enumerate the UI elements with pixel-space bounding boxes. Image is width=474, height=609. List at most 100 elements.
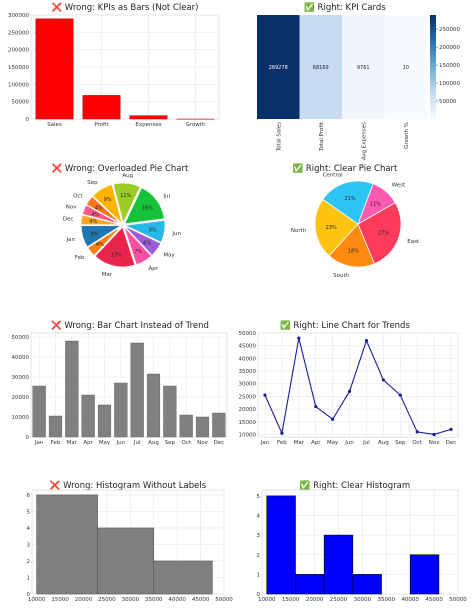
chart-kpi-bars: ❌ Wrong: KPIs as Bars (Not Clear) Sales Pr… [8, 2, 220, 128]
pie-slice [85, 195, 122, 225]
slice-label: Oct [73, 194, 83, 200]
x-tick-label: Sep [395, 440, 406, 446]
x-tick-label: Oct [412, 440, 422, 446]
cell-value-label: 289278 [269, 65, 288, 71]
histogram-bar [295, 574, 325, 595]
x-tick-label: Feb [277, 440, 287, 446]
chart-pie-wrong-title: ❌ Wrong: Overloaded Pie Chart [52, 163, 189, 174]
y-tick-label: 0 [26, 435, 30, 441]
y-tick-label: 50000 [12, 100, 30, 106]
x-tick-label: Jul [362, 440, 370, 446]
y-tick-label: 4 [27, 526, 31, 532]
x-tick-label: Mar [67, 440, 78, 446]
y-tick-label: 20000 [239, 407, 257, 413]
pie-slice [87, 225, 122, 256]
histogram-bar [97, 527, 155, 595]
slice-label: Jun [171, 231, 181, 237]
bar [48, 415, 63, 438]
pie-slice [112, 182, 141, 225]
cell-value-label: 10 [403, 65, 409, 71]
pie-slice [124, 225, 162, 256]
heatmap-cell [384, 15, 427, 119]
x-tick-label: 30000 [122, 597, 140, 603]
slice-label: May [163, 252, 175, 258]
y-tick-label: 50000 [239, 331, 257, 337]
y-tick-label: 15000 [239, 420, 257, 426]
histogram-bar [266, 495, 296, 595]
slice-percent-label: 27% [378, 231, 389, 237]
data-point [314, 404, 318, 409]
slice-percent-label: 4% [95, 205, 103, 211]
pie-slice [123, 226, 152, 266]
x-tick-label: Mar [294, 440, 305, 446]
chart-pie-right-title: ✅ Right: Clear Pie Chart [293, 163, 398, 174]
y-tick-label: 300000 [8, 13, 29, 19]
y-tick-label: 1 [257, 572, 261, 578]
bar [163, 385, 177, 438]
slice-label: Sep [87, 180, 98, 186]
chart-title: ❌ Wrong: Histogram Without Labels [50, 480, 207, 491]
colorbar-tick-label: 50000 [439, 99, 457, 105]
series-line [264, 337, 452, 436]
slice-label: Central [323, 172, 343, 178]
x-tick-label: Apr [311, 440, 321, 446]
y-tick-label: 6 [27, 493, 31, 499]
bar [97, 404, 112, 438]
slice-label: Aug [122, 173, 133, 179]
histogram-bar [323, 534, 354, 595]
slice-percent-label: 11% [120, 193, 131, 199]
histogram-bar [36, 494, 98, 595]
chart-title: ❌ Wrong: Overloaded Pie Chart [52, 163, 189, 174]
histogram-bar [352, 574, 382, 595]
x-tick-label: 15000 [51, 597, 69, 603]
slice-percent-label: 16% [142, 205, 153, 211]
x-tick-label: 50000 [449, 597, 467, 603]
x-tick-label: Oct [181, 440, 191, 446]
slice-percent-label: 9% [104, 197, 112, 203]
bar [81, 394, 95, 438]
x-tick-label: 40000 [401, 597, 419, 603]
slice-percent-label: 9% [90, 231, 98, 237]
data-point [364, 339, 369, 343]
cell-value-label: 9761 [357, 65, 370, 71]
slice-percent-label: 17% [111, 252, 122, 258]
colorbar-tick-label: 200000 [439, 45, 460, 51]
y-tick-label: 10000 [12, 415, 30, 421]
y-tick-label: 50000 [12, 335, 30, 341]
x-tick-label: Jul [133, 440, 141, 446]
y-tick-label: 25000 [239, 394, 257, 400]
x-tick-label: 25000 [330, 597, 348, 603]
slice-percent-label: 4% [89, 219, 97, 225]
x-tick-label: 15000 [282, 597, 300, 603]
data-point [263, 393, 267, 397]
x-tick-label: 30000 [354, 597, 372, 603]
x-tick-label: Growth [186, 122, 206, 128]
x-tick-label: 25000 [98, 597, 116, 603]
x-tick-label: Dec [446, 440, 457, 446]
x-tick-label: Sales [47, 122, 62, 128]
y-tick-label: 20000 [12, 395, 30, 401]
x-tick-label: Dec [214, 440, 225, 446]
x-tick-label: Total Sales [276, 122, 282, 152]
chart-histogram-right: ✅ Right: Clear Histogram 10000 15000 20000 2… [257, 480, 468, 603]
data-point [398, 393, 402, 397]
y-tick-label: 3 [257, 533, 261, 539]
cell-value-label: 68169 [313, 65, 329, 71]
colorbar-tick-label: 100000 [439, 81, 460, 87]
pie-slice [314, 198, 359, 257]
x-tick-label: Aug [378, 440, 389, 446]
y-tick-label: 30000 [12, 375, 30, 381]
plot-frame [30, 332, 228, 438]
x-tick-label: Feb [51, 440, 61, 446]
bar [146, 373, 161, 438]
chart-kpi-cards: ✅ Right: KPI Cards 289278 Total Sales 68169… [257, 2, 460, 160]
y-tick-label: 5 [257, 494, 261, 500]
y-tick-label: 100000 [8, 82, 29, 88]
y-tick-label: 150000 [8, 65, 29, 71]
y-tick-label: 10000 [239, 432, 257, 438]
x-tick-label: 10000 [258, 597, 276, 603]
pie-slice [94, 226, 136, 268]
bar [129, 115, 168, 120]
